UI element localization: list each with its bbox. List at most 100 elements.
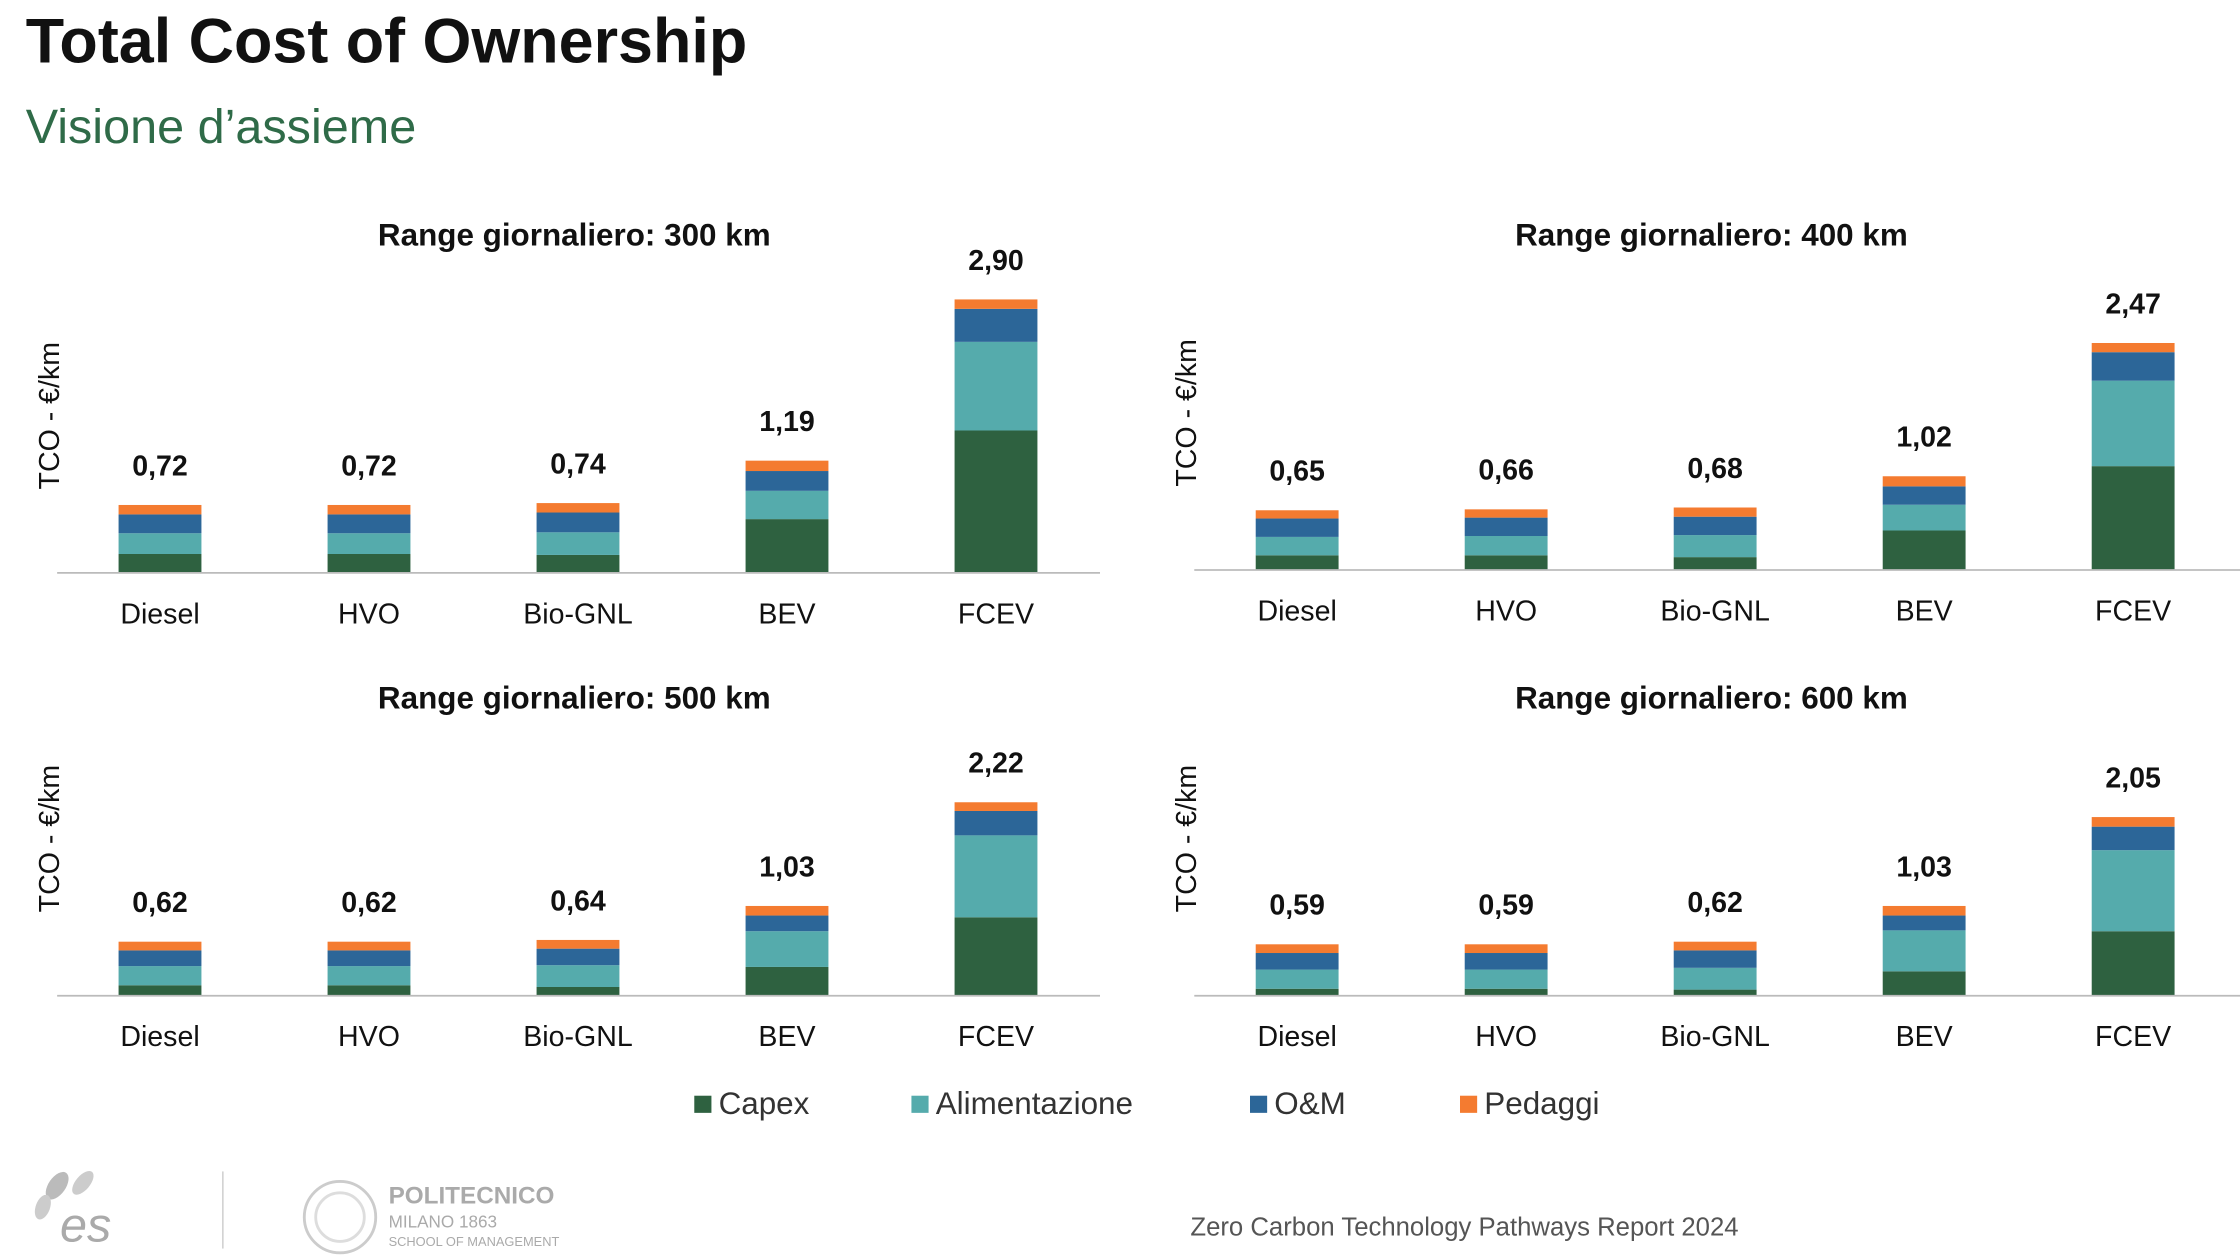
bar-segment bbox=[536, 965, 620, 988]
legend-label: Capex bbox=[719, 1086, 810, 1121]
total-label: 2,47 bbox=[2105, 288, 2161, 320]
bar-segment bbox=[1882, 476, 1966, 487]
total-label: 0,62 bbox=[132, 887, 188, 919]
y-axis-label: TCO - €/km bbox=[1171, 765, 1203, 913]
total-label: 1,19 bbox=[759, 406, 815, 438]
legend-swatch bbox=[1250, 1095, 1268, 1113]
bar-segment bbox=[536, 512, 620, 533]
y-axis-label: TCO - €/km bbox=[34, 765, 66, 913]
bar-segment bbox=[118, 985, 202, 996]
bar-segment bbox=[1882, 905, 1966, 916]
panel-title: Range giornaliero: 500 km bbox=[378, 680, 771, 715]
bar-segment bbox=[954, 299, 1038, 309]
total-label: 0,74 bbox=[550, 448, 606, 480]
es-logo: es bbox=[34, 1170, 111, 1252]
bar-segment bbox=[1464, 969, 1548, 989]
bar-segment bbox=[1673, 507, 1757, 517]
bar-segment bbox=[1882, 530, 1966, 570]
total-label: 0,64 bbox=[550, 885, 606, 917]
bar-segment bbox=[536, 987, 620, 996]
total-label: 0,66 bbox=[1478, 455, 1534, 487]
page-title: Total Cost of Ownership bbox=[26, 6, 748, 76]
bar-segment bbox=[118, 941, 202, 951]
bar-segment bbox=[745, 966, 829, 996]
x-tick-label: FCEV bbox=[958, 598, 1034, 630]
bar-segment bbox=[118, 554, 202, 573]
x-tick-label: HVO bbox=[1475, 595, 1537, 627]
total-label: 0,72 bbox=[132, 450, 188, 482]
total-label: 2,90 bbox=[968, 245, 1024, 277]
bar-segment bbox=[1255, 536, 1339, 556]
total-label: 1,02 bbox=[1896, 422, 1952, 454]
bar-segment bbox=[745, 915, 829, 932]
bar-segment bbox=[745, 471, 829, 491]
legend-label: Pedaggi bbox=[1484, 1086, 1599, 1121]
bar-segment bbox=[118, 514, 202, 534]
total-label: 2,22 bbox=[968, 748, 1024, 780]
bar-segment bbox=[2091, 817, 2175, 827]
bar-segment bbox=[745, 931, 829, 967]
x-tick-label: Diesel bbox=[1257, 1021, 1336, 1053]
x-tick-label: HVO bbox=[338, 598, 400, 630]
bar-segment bbox=[327, 554, 411, 573]
bar-segment bbox=[954, 341, 1038, 431]
bar-segment bbox=[2091, 342, 2175, 353]
x-tick-label: Bio-GNL bbox=[523, 1021, 633, 1053]
x-tick-label: Diesel bbox=[120, 1021, 199, 1053]
bar-segment bbox=[745, 905, 829, 916]
legend-swatch bbox=[694, 1095, 712, 1113]
bar-segment bbox=[954, 430, 1038, 573]
panel-title: Range giornaliero: 400 km bbox=[1515, 217, 1908, 252]
bar-segment bbox=[536, 939, 620, 949]
bar-segment bbox=[327, 985, 411, 996]
panel-title: Range giornaliero: 600 km bbox=[1515, 680, 1908, 715]
school-city: MILANO 1863 bbox=[389, 1211, 498, 1231]
total-label: 0,59 bbox=[1478, 890, 1534, 922]
bar-segment bbox=[2091, 826, 2175, 851]
x-tick-label: Bio-GNL bbox=[523, 598, 633, 630]
legend-swatch bbox=[1460, 1095, 1478, 1113]
bar-segment bbox=[327, 514, 411, 534]
x-tick-label: BEV bbox=[758, 1021, 815, 1053]
bar-segment bbox=[327, 966, 411, 986]
bar-segment bbox=[536, 554, 620, 573]
bar-segment bbox=[1255, 988, 1339, 996]
bar-segment bbox=[1464, 517, 1548, 536]
x-tick-label: FCEV bbox=[958, 1021, 1034, 1053]
bar-segment bbox=[1882, 504, 1966, 531]
bar-segment bbox=[118, 950, 202, 967]
report-name: Zero Carbon Technology Pathways Report 2… bbox=[1190, 1213, 1738, 1241]
legend-label: Alimentazione bbox=[936, 1086, 1133, 1121]
bar-segment bbox=[1464, 953, 1548, 970]
bar-segment bbox=[118, 966, 202, 986]
total-label: 0,65 bbox=[1269, 456, 1325, 488]
bar-segment bbox=[1673, 967, 1757, 990]
bar-segment bbox=[2091, 466, 2175, 570]
school-name: POLITECNICO bbox=[389, 1183, 555, 1210]
bar-segment bbox=[1255, 555, 1339, 570]
total-label: 0,62 bbox=[1687, 887, 1743, 919]
bar-segment bbox=[536, 503, 620, 513]
bar-segment bbox=[1882, 486, 1966, 505]
bar-segment bbox=[1255, 953, 1339, 970]
bar-segment bbox=[2091, 352, 2175, 381]
bar-segment bbox=[1255, 518, 1339, 537]
y-axis-label: TCO - €/km bbox=[34, 342, 66, 490]
x-tick-label: Bio-GNL bbox=[1660, 595, 1770, 627]
x-tick-label: BEV bbox=[758, 598, 815, 630]
bar-segment bbox=[1464, 535, 1548, 556]
bar-segment bbox=[1673, 941, 1757, 951]
bar-segment bbox=[118, 504, 202, 515]
total-label: 0,59 bbox=[1269, 890, 1325, 922]
bar-segment bbox=[954, 802, 1038, 811]
bar-segment bbox=[1255, 510, 1339, 519]
bar-segment bbox=[1673, 535, 1757, 558]
bar-segment bbox=[2091, 380, 2175, 467]
total-label: 0,68 bbox=[1687, 453, 1743, 485]
bar-segment bbox=[954, 810, 1038, 836]
bar-segment bbox=[1673, 950, 1757, 968]
bar-segment bbox=[327, 504, 411, 515]
bar-segment bbox=[954, 835, 1038, 918]
bar-segment bbox=[536, 532, 620, 555]
